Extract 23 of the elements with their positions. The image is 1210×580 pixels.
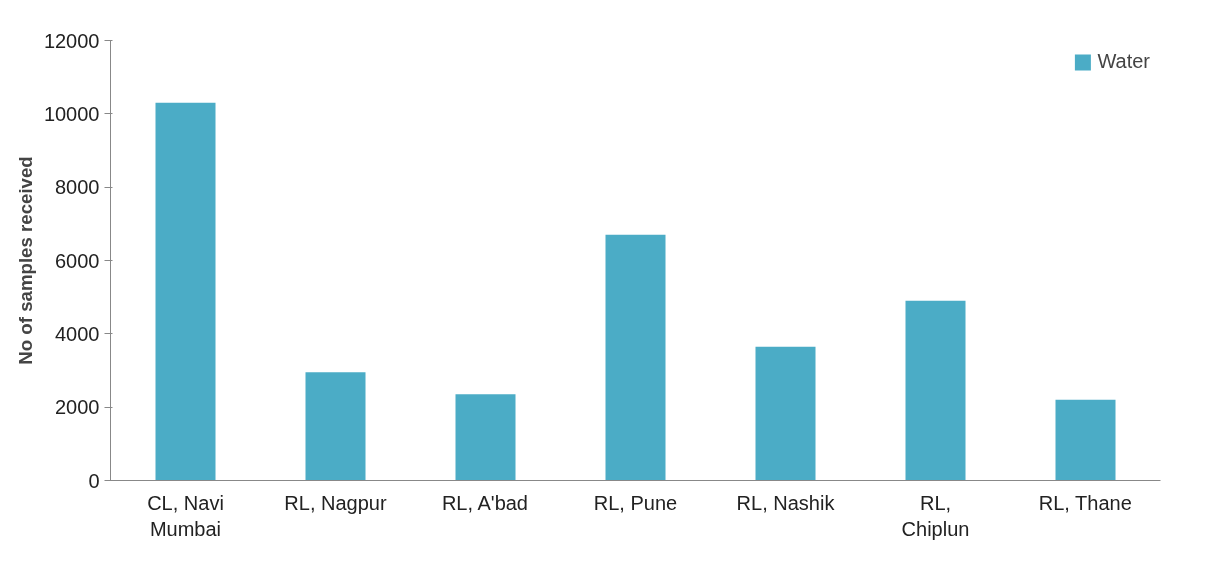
y-tick-label: 12000 (43, 29, 100, 52)
x-tick-label: RL, Pune (593, 491, 678, 514)
x-tick-label: RL, Thane (1038, 491, 1132, 514)
y-tick-label: 2000 (55, 396, 100, 419)
bar (155, 102, 216, 481)
bar (755, 346, 816, 481)
bar (305, 372, 366, 481)
y-tick-label: 8000 (55, 176, 100, 199)
x-tick-label: RL, Nashik (736, 491, 836, 514)
bar (1055, 399, 1116, 481)
bar (455, 394, 516, 481)
y-tick-label: 6000 (55, 249, 100, 272)
x-tick-label: RL, A'bad (441, 491, 529, 514)
y-tick-label: 0 (88, 469, 100, 492)
y-axis-title: No of samples received (14, 156, 36, 365)
legend-label: Water (1097, 50, 1150, 73)
bar (605, 234, 666, 481)
x-tick-label: CL, Navi Mumbai (147, 491, 224, 540)
x-tick-label: RL, Chiplun (901, 491, 970, 540)
y-tick-label: 10000 (43, 102, 100, 125)
x-tick-label: RL, Nagpur (284, 491, 387, 514)
y-tick-label: 4000 (55, 322, 100, 345)
bar (905, 300, 966, 481)
